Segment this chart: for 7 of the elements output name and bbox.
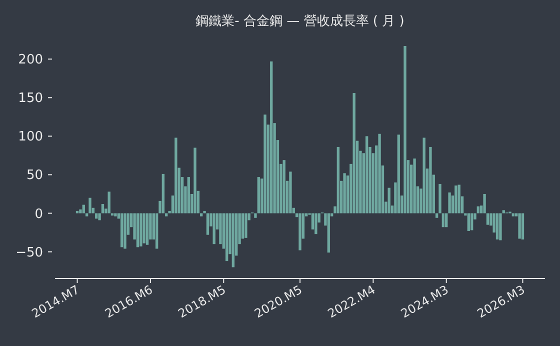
y-tick-label: 50 xyxy=(26,168,43,184)
y-tick-label: 150 xyxy=(18,91,43,106)
y-tick-label: −50 xyxy=(16,245,43,260)
y-tick-label: 100 xyxy=(18,130,43,145)
chart-title: 鋼鐵業- 合金鋼 — 營收成長率 ( 月 ) xyxy=(196,13,404,29)
y-tick-label: 0 xyxy=(34,206,43,222)
y-tick-label: 200 xyxy=(18,52,43,68)
